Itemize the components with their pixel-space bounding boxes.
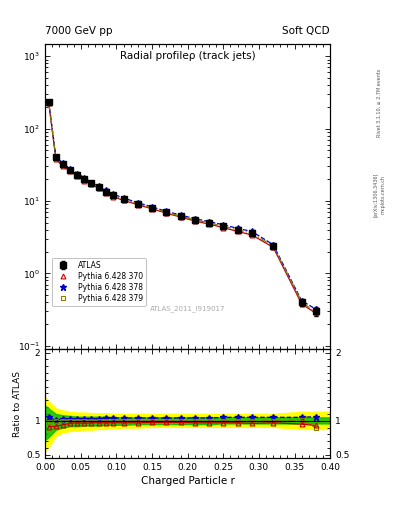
Pythia 6.428 379	[136, 201, 140, 207]
Pythia 6.428 379	[46, 100, 51, 106]
Pythia 6.428 379	[207, 220, 211, 226]
Pythia 6.428 370	[314, 310, 318, 316]
Pythia 6.428 378	[178, 212, 183, 218]
Pythia 6.428 370	[136, 202, 140, 208]
Pythia 6.428 378	[110, 191, 115, 197]
Line: Pythia 6.428 379: Pythia 6.428 379	[46, 100, 318, 315]
Pythia 6.428 379	[235, 227, 240, 233]
X-axis label: Charged Particle r: Charged Particle r	[141, 476, 235, 486]
Pythia 6.428 370	[121, 197, 126, 203]
Pythia 6.428 378	[46, 99, 51, 105]
Pythia 6.428 378	[207, 219, 211, 225]
Pythia 6.428 370	[75, 173, 80, 179]
Pythia 6.428 379	[89, 180, 94, 186]
Pythia 6.428 379	[271, 243, 275, 249]
Pythia 6.428 379	[150, 205, 154, 211]
Pythia 6.428 378	[164, 208, 169, 215]
Pythia 6.428 370	[178, 214, 183, 220]
Pythia 6.428 370	[271, 244, 275, 250]
Pythia 6.428 378	[75, 170, 80, 177]
Pythia 6.428 379	[193, 217, 197, 223]
Text: mcplots.cern.ch: mcplots.cern.ch	[381, 175, 386, 214]
Pythia 6.428 379	[314, 310, 318, 316]
Pythia 6.428 378	[121, 195, 126, 201]
Text: Rivet 3.1.10, ≥ 2.7M events: Rivet 3.1.10, ≥ 2.7M events	[377, 68, 382, 137]
Pythia 6.428 378	[221, 222, 226, 228]
Pythia 6.428 370	[250, 232, 254, 238]
Pythia 6.428 378	[193, 216, 197, 222]
Pythia 6.428 379	[110, 192, 115, 198]
Text: ATLAS_2011_I919017: ATLAS_2011_I919017	[150, 306, 226, 312]
Pythia 6.428 378	[136, 200, 140, 206]
Pythia 6.428 378	[68, 165, 72, 172]
Pythia 6.428 379	[121, 197, 126, 203]
Pythia 6.428 378	[82, 175, 87, 181]
Pythia 6.428 370	[235, 228, 240, 234]
Text: [arXiv:1306.3436]: [arXiv:1306.3436]	[373, 173, 378, 217]
Pythia 6.428 378	[250, 228, 254, 234]
Pythia 6.428 378	[53, 154, 58, 160]
Pythia 6.428 379	[299, 298, 304, 305]
Line: Pythia 6.428 378: Pythia 6.428 378	[46, 99, 319, 312]
Pythia 6.428 370	[82, 178, 87, 184]
Pythia 6.428 379	[82, 176, 87, 182]
Pythia 6.428 370	[46, 100, 51, 106]
Pythia 6.428 379	[75, 172, 80, 178]
Pythia 6.428 378	[314, 306, 318, 312]
Pythia 6.428 379	[221, 223, 226, 229]
Line: Pythia 6.428 370: Pythia 6.428 370	[46, 101, 318, 316]
Pythia 6.428 379	[178, 213, 183, 219]
Pythia 6.428 378	[61, 160, 65, 166]
Pythia 6.428 370	[103, 190, 108, 196]
Pythia 6.428 378	[96, 183, 101, 189]
Pythia 6.428 379	[61, 161, 65, 167]
Pythia 6.428 370	[150, 206, 154, 212]
Text: Soft QCD: Soft QCD	[283, 26, 330, 36]
Pythia 6.428 370	[96, 185, 101, 191]
Pythia 6.428 370	[61, 163, 65, 169]
Pythia 6.428 379	[103, 188, 108, 195]
Pythia 6.428 378	[235, 225, 240, 231]
Text: Radial profileρ (track jets): Radial profileρ (track jets)	[120, 51, 255, 61]
Pythia 6.428 379	[96, 184, 101, 190]
Y-axis label: Ratio to ATLAS: Ratio to ATLAS	[13, 371, 22, 437]
Pythia 6.428 370	[193, 218, 197, 224]
Pythia 6.428 370	[164, 210, 169, 216]
Pythia 6.428 370	[110, 194, 115, 200]
Pythia 6.428 370	[221, 224, 226, 230]
Pythia 6.428 370	[68, 168, 72, 174]
Pythia 6.428 370	[53, 156, 58, 162]
Pythia 6.428 378	[103, 187, 108, 194]
Pythia 6.428 379	[53, 155, 58, 161]
Pythia 6.428 370	[89, 181, 94, 187]
Pythia 6.428 378	[299, 297, 304, 304]
Legend: ATLAS, Pythia 6.428 370, Pythia 6.428 378, Pythia 6.428 379: ATLAS, Pythia 6.428 370, Pythia 6.428 37…	[52, 258, 146, 306]
Pythia 6.428 370	[299, 301, 304, 307]
Pythia 6.428 378	[89, 180, 94, 186]
Pythia 6.428 378	[150, 204, 154, 210]
Pythia 6.428 379	[164, 209, 169, 216]
Pythia 6.428 379	[68, 167, 72, 173]
Pythia 6.428 379	[250, 230, 254, 236]
Pythia 6.428 378	[271, 242, 275, 248]
Text: 7000 GeV pp: 7000 GeV pp	[45, 26, 113, 36]
Pythia 6.428 370	[207, 221, 211, 227]
